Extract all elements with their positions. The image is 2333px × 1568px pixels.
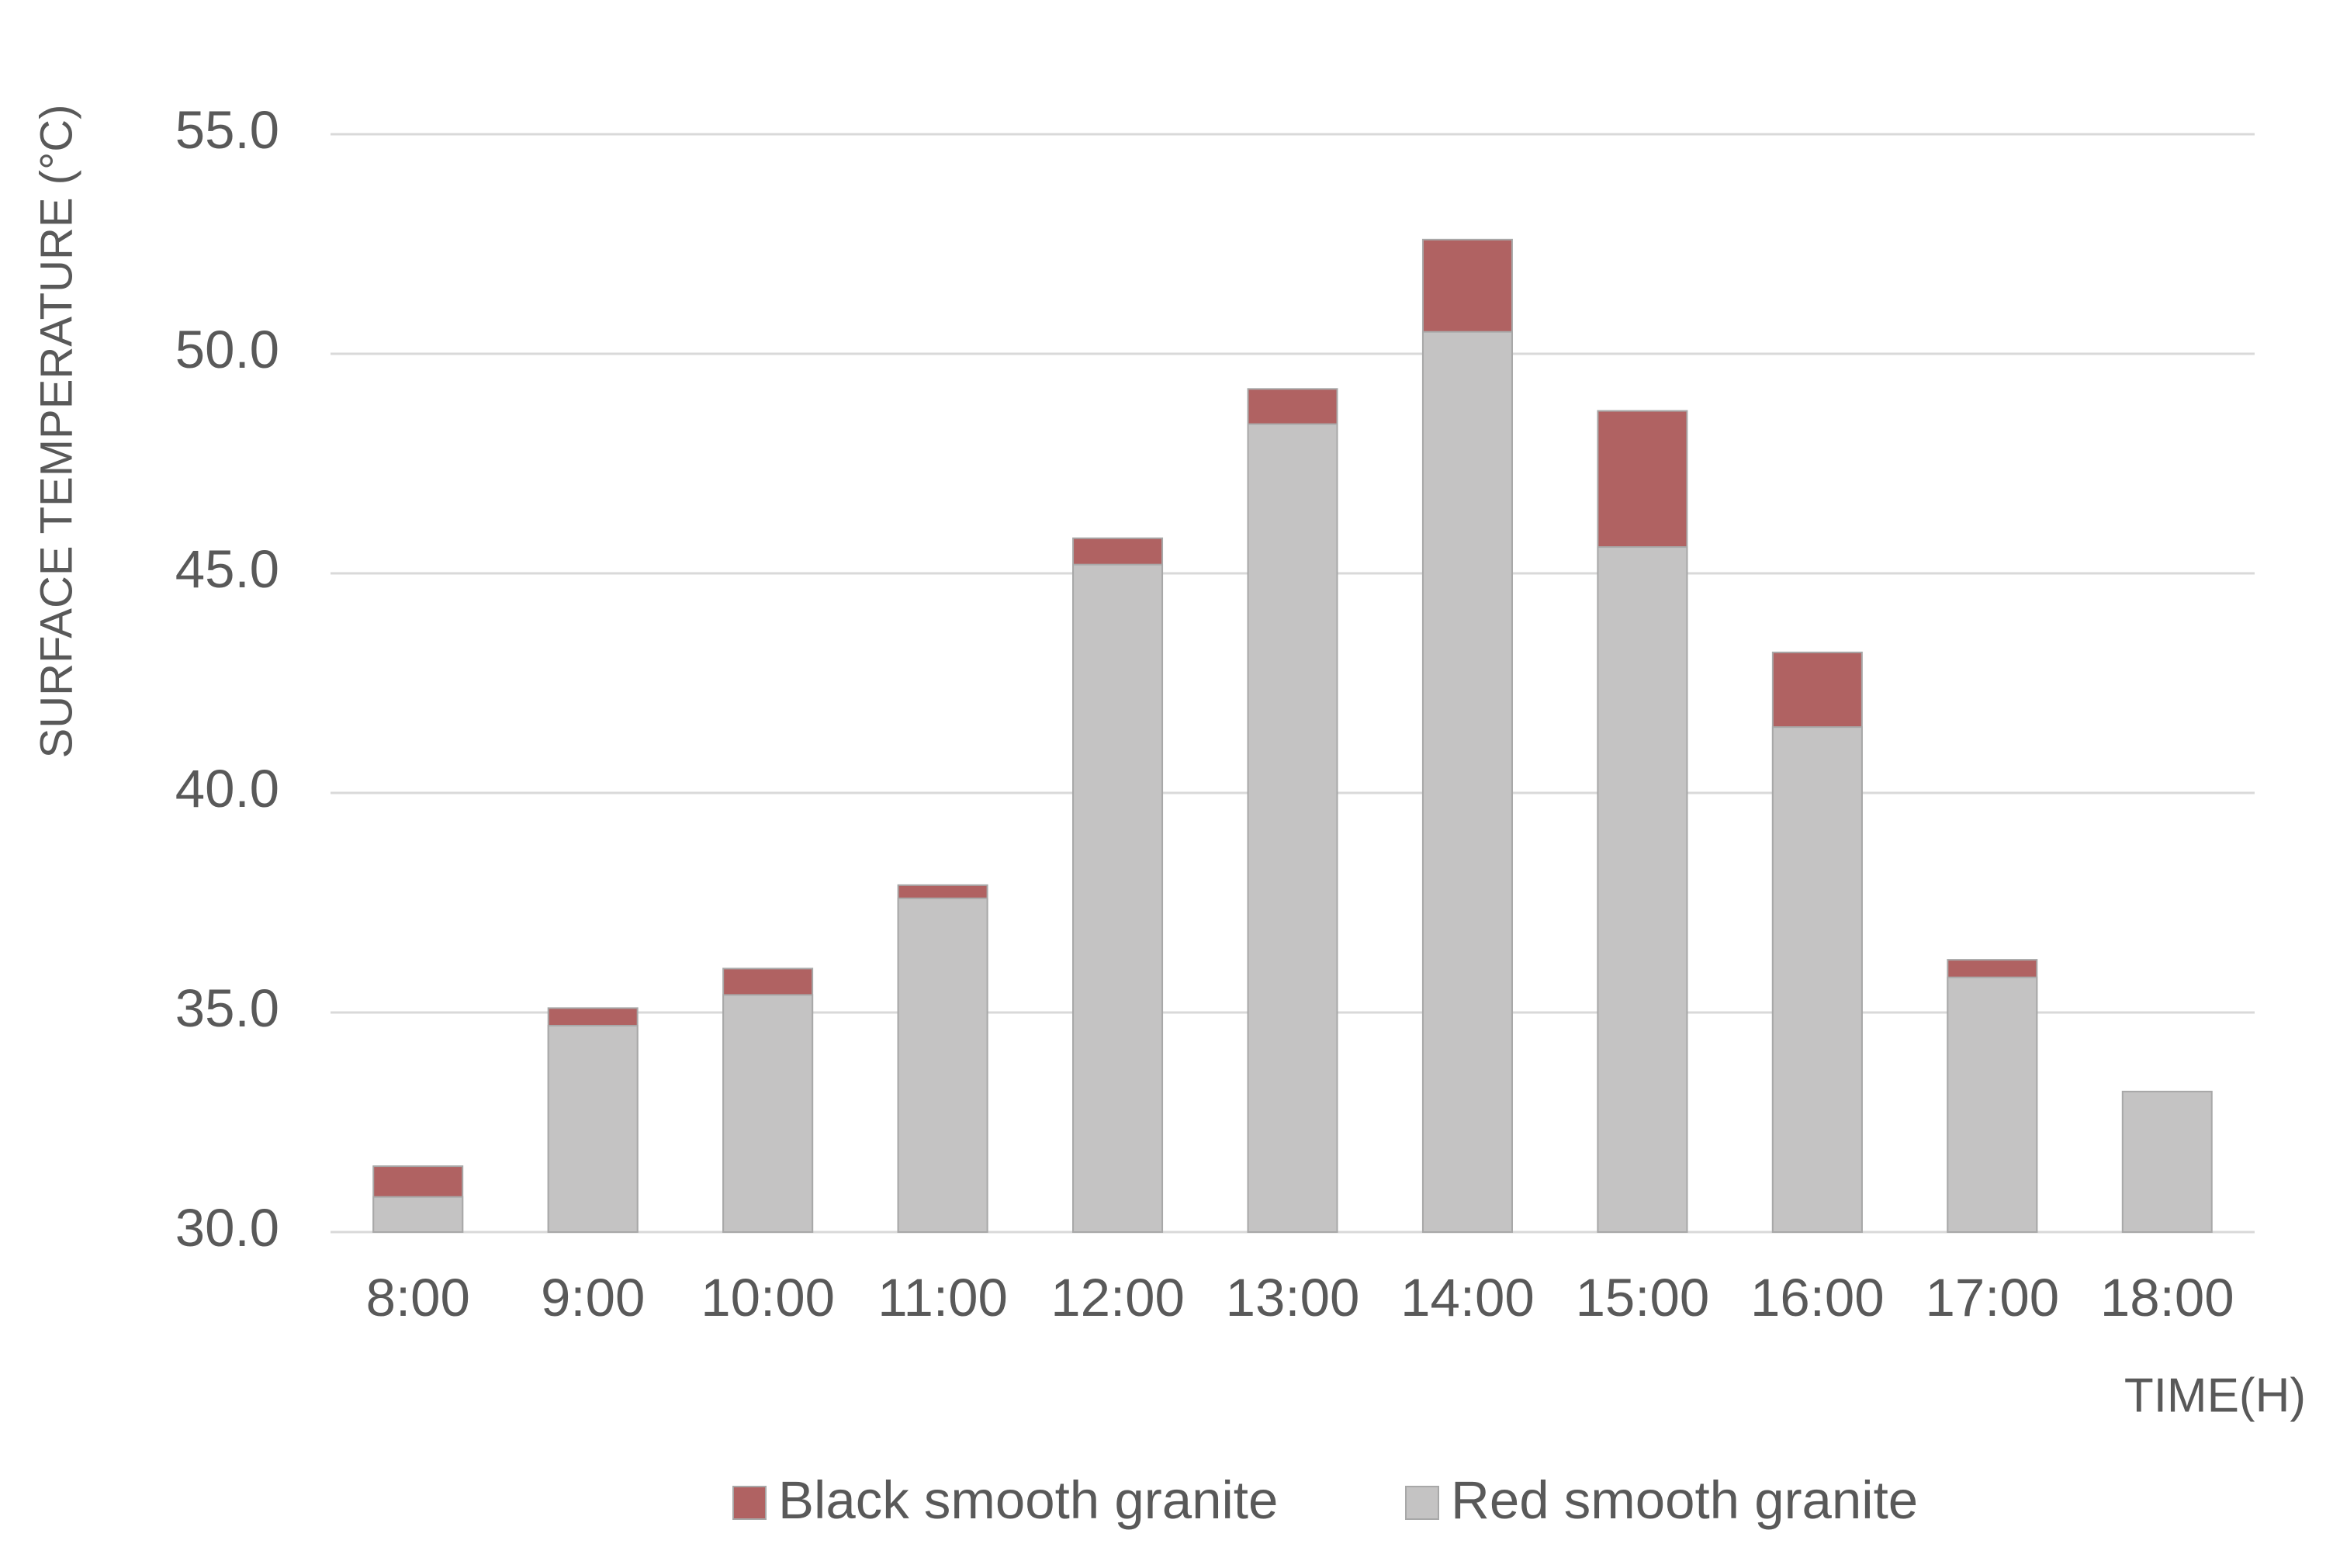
bar — [1421, 331, 1513, 1234]
x-tick-label: 9:00 — [541, 1268, 645, 1327]
bar — [372, 1196, 464, 1233]
x-tick-label: 13:00 — [1226, 1268, 1360, 1327]
x-tick-label: 10:00 — [701, 1268, 835, 1327]
bar — [1597, 546, 1688, 1233]
y-tick-label: 55.0 — [175, 100, 279, 160]
legend-swatch — [732, 1486, 767, 1520]
y-tick-label: 35.0 — [175, 978, 279, 1038]
x-tick-label: 16:00 — [1750, 1268, 1885, 1327]
y-tick-label: 30.0 — [175, 1198, 279, 1258]
x-axis-title: TIME(H) — [2124, 1369, 2306, 1422]
x-tick-label: 12:00 — [1051, 1268, 1185, 1327]
bar — [897, 897, 988, 1233]
bar — [1771, 726, 1863, 1233]
legend-label: Red smooth granite — [1451, 1470, 1918, 1530]
y-axis-title: SURFACE TEMPERATURE (°C) — [31, 105, 81, 759]
x-tick-label: 15:00 — [1576, 1268, 1710, 1327]
bar — [1947, 976, 2038, 1233]
bar — [722, 994, 814, 1233]
x-tick-label: 8:00 — [366, 1268, 470, 1327]
bar — [1247, 423, 1338, 1233]
x-tick-label: 17:00 — [1925, 1268, 2059, 1327]
x-tick-label: 18:00 — [2100, 1268, 2234, 1327]
bar — [547, 1024, 639, 1233]
y-tick-label: 50.0 — [175, 320, 279, 379]
bar — [1072, 563, 1164, 1233]
bar — [2121, 1090, 2213, 1233]
y-tick-label: 45.0 — [175, 539, 279, 599]
legend-swatch — [1405, 1486, 1439, 1520]
legend-label: Black smooth granite — [778, 1470, 1278, 1530]
y-tick-label: 40.0 — [175, 759, 279, 819]
x-tick-label: 14:00 — [1400, 1268, 1535, 1327]
x-tick-label: 11:00 — [877, 1268, 1008, 1327]
